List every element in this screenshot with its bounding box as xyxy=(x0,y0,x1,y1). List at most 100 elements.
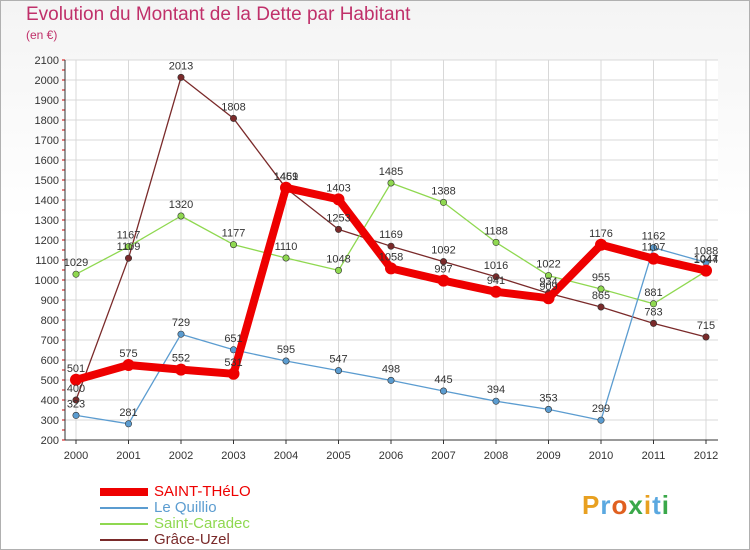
data-point-gr-ce-uzel xyxy=(72,396,80,404)
x-tick-label: 2005 xyxy=(326,450,350,462)
data-point-gr-ce-uzel xyxy=(702,333,710,341)
data-label-le-quillio: 547 xyxy=(329,354,347,366)
x-tick-label: 2011 xyxy=(642,450,666,462)
logo-letter: i xyxy=(643,490,653,520)
data-label-gr-ce-uzel: 1092 xyxy=(431,245,455,257)
y-tick-label: 900 xyxy=(41,295,59,307)
y-tick-label: 500 xyxy=(41,375,59,387)
data-point-saint-th-lo xyxy=(542,292,555,305)
data-point-saint-caradec xyxy=(230,241,238,249)
data-label-saint-caradec: 1022 xyxy=(536,259,560,271)
data-label-le-quillio: 729 xyxy=(172,317,190,329)
data-label-saint-caradec: 881 xyxy=(644,287,662,299)
data-point-saint-th-lo xyxy=(70,373,82,386)
legend-label-grace-uzel: Grâce-Uzel xyxy=(154,531,230,548)
y-tick-label: 1500 xyxy=(35,175,59,187)
y-tick-label: 400 xyxy=(41,395,59,407)
data-label-gr-ce-uzel: 934 xyxy=(539,276,557,288)
proxiti-logo: Proxiti xyxy=(582,490,670,521)
data-label-saint-th-lo: 997 xyxy=(434,264,452,276)
y-tick-label: 600 xyxy=(41,355,59,367)
legend-swatch-grace-uzel xyxy=(100,539,148,541)
data-label-le-quillio: 353 xyxy=(539,392,557,404)
data-point-saint-caradec xyxy=(282,254,290,262)
data-point-le-quillio xyxy=(125,420,133,428)
chart-title: Evolution du Montant de la Dette par Hab… xyxy=(26,4,411,25)
data-label-gr-ce-uzel: 1016 xyxy=(484,260,508,272)
data-label-gr-ce-uzel: 1109 xyxy=(117,241,141,253)
data-label-saint-th-lo: 1403 xyxy=(326,182,350,194)
data-label-le-quillio: 651 xyxy=(224,333,242,345)
y-tick-label: 1400 xyxy=(35,195,59,207)
data-point-gr-ce-uzel xyxy=(439,258,447,266)
data-label-saint-caradec: 1388 xyxy=(431,185,455,197)
data-label-gr-ce-uzel: 865 xyxy=(592,290,610,302)
data-point-le-quillio xyxy=(649,244,657,252)
data-label-gr-ce-uzel: 1169 xyxy=(379,229,403,241)
data-label-saint-th-lo: 1107 xyxy=(642,242,666,254)
data-label-gr-ce-uzel: 715 xyxy=(697,320,715,332)
x-tick-label: 2009 xyxy=(536,450,560,462)
data-label-saint-caradec: 1029 xyxy=(64,257,88,269)
data-label-gr-ce-uzel: 1253 xyxy=(326,212,350,224)
data-label-saint-th-lo: 1176 xyxy=(589,228,613,240)
data-label-saint-caradec: 1177 xyxy=(222,228,246,240)
legend-label-le-quillio: Le Quillio xyxy=(154,499,217,516)
y-tick-label: 2100 xyxy=(35,55,59,67)
logo-letter: i xyxy=(661,490,670,520)
data-point-saint-caradec xyxy=(544,272,552,280)
data-label-le-quillio: 1162 xyxy=(642,231,666,243)
data-label-le-quillio: 394 xyxy=(487,384,505,396)
y-tick-label: 1300 xyxy=(35,215,59,227)
data-point-saint-th-lo xyxy=(280,181,292,194)
logo-letter: o xyxy=(611,490,629,520)
data-point-le-quillio xyxy=(387,376,395,384)
x-tick-label: 2001 xyxy=(116,450,140,462)
data-label-gr-ce-uzel: 1459 xyxy=(274,171,298,183)
data-point-saint-caradec xyxy=(334,266,342,274)
data-label-le-quillio: 1088 xyxy=(694,245,718,257)
data-label-saint-caradec: 1167 xyxy=(117,230,141,242)
y-tick-label: 1200 xyxy=(35,235,59,247)
y-tick-label: 1000 xyxy=(35,275,59,287)
x-tick-label: 2002 xyxy=(169,450,193,462)
data-label-saint-caradec: 1320 xyxy=(169,199,193,211)
axes-layer: 200 300 400 500 600 700 800 900 1000 1100 1200 1300… xyxy=(35,55,719,462)
legend-label-saint-caradec: Saint-Caradec xyxy=(154,515,250,532)
data-point-saint-caradec xyxy=(597,285,605,293)
data-label-le-quillio: 498 xyxy=(382,363,400,375)
logo-letter: x xyxy=(628,490,644,520)
legend-swatch-saint-thelo xyxy=(100,488,148,496)
logo-letter: t xyxy=(652,490,662,520)
data-label-saint-th-lo: 941 xyxy=(487,275,505,287)
data-label-le-quillio: 445 xyxy=(434,374,452,386)
data-point-gr-ce-uzel xyxy=(597,303,605,311)
data-point-le-quillio xyxy=(597,416,605,424)
data-point-le-quillio xyxy=(282,357,290,365)
data-point-le-quillio xyxy=(334,367,342,375)
legend-swatch-saint-caradec xyxy=(100,523,148,525)
data-point-le-quillio xyxy=(544,405,552,413)
data-label-gr-ce-uzel: 1808 xyxy=(221,101,245,113)
data-label-gr-ce-uzel: 783 xyxy=(644,306,662,318)
data-point-saint-caradec xyxy=(387,179,395,187)
data-point-le-quillio xyxy=(492,397,500,405)
data-point-saint-caradec xyxy=(492,238,500,246)
data-point-saint-th-lo xyxy=(175,363,187,376)
y-tick-label: 200 xyxy=(41,435,59,447)
data-label-le-quillio: 281 xyxy=(119,407,137,419)
chart-subtitle: (en €) xyxy=(26,28,58,42)
y-tick-label: 800 xyxy=(41,315,59,327)
legend-swatch-le-quillio xyxy=(100,507,148,509)
data-label-saint-th-lo: 575 xyxy=(119,348,137,360)
x-tick-label: 2003 xyxy=(221,450,245,462)
data-point-gr-ce-uzel xyxy=(649,319,657,327)
data-label-le-quillio: 323 xyxy=(67,398,85,410)
data-point-le-quillio xyxy=(177,330,185,338)
data-label-gr-ce-uzel: 400 xyxy=(67,383,85,395)
data-point-saint-th-lo xyxy=(332,193,345,206)
y-tick-label: 2000 xyxy=(35,75,59,87)
y-tick-label: 1600 xyxy=(35,155,59,167)
data-label-saint-caradec: 1048 xyxy=(326,253,350,265)
